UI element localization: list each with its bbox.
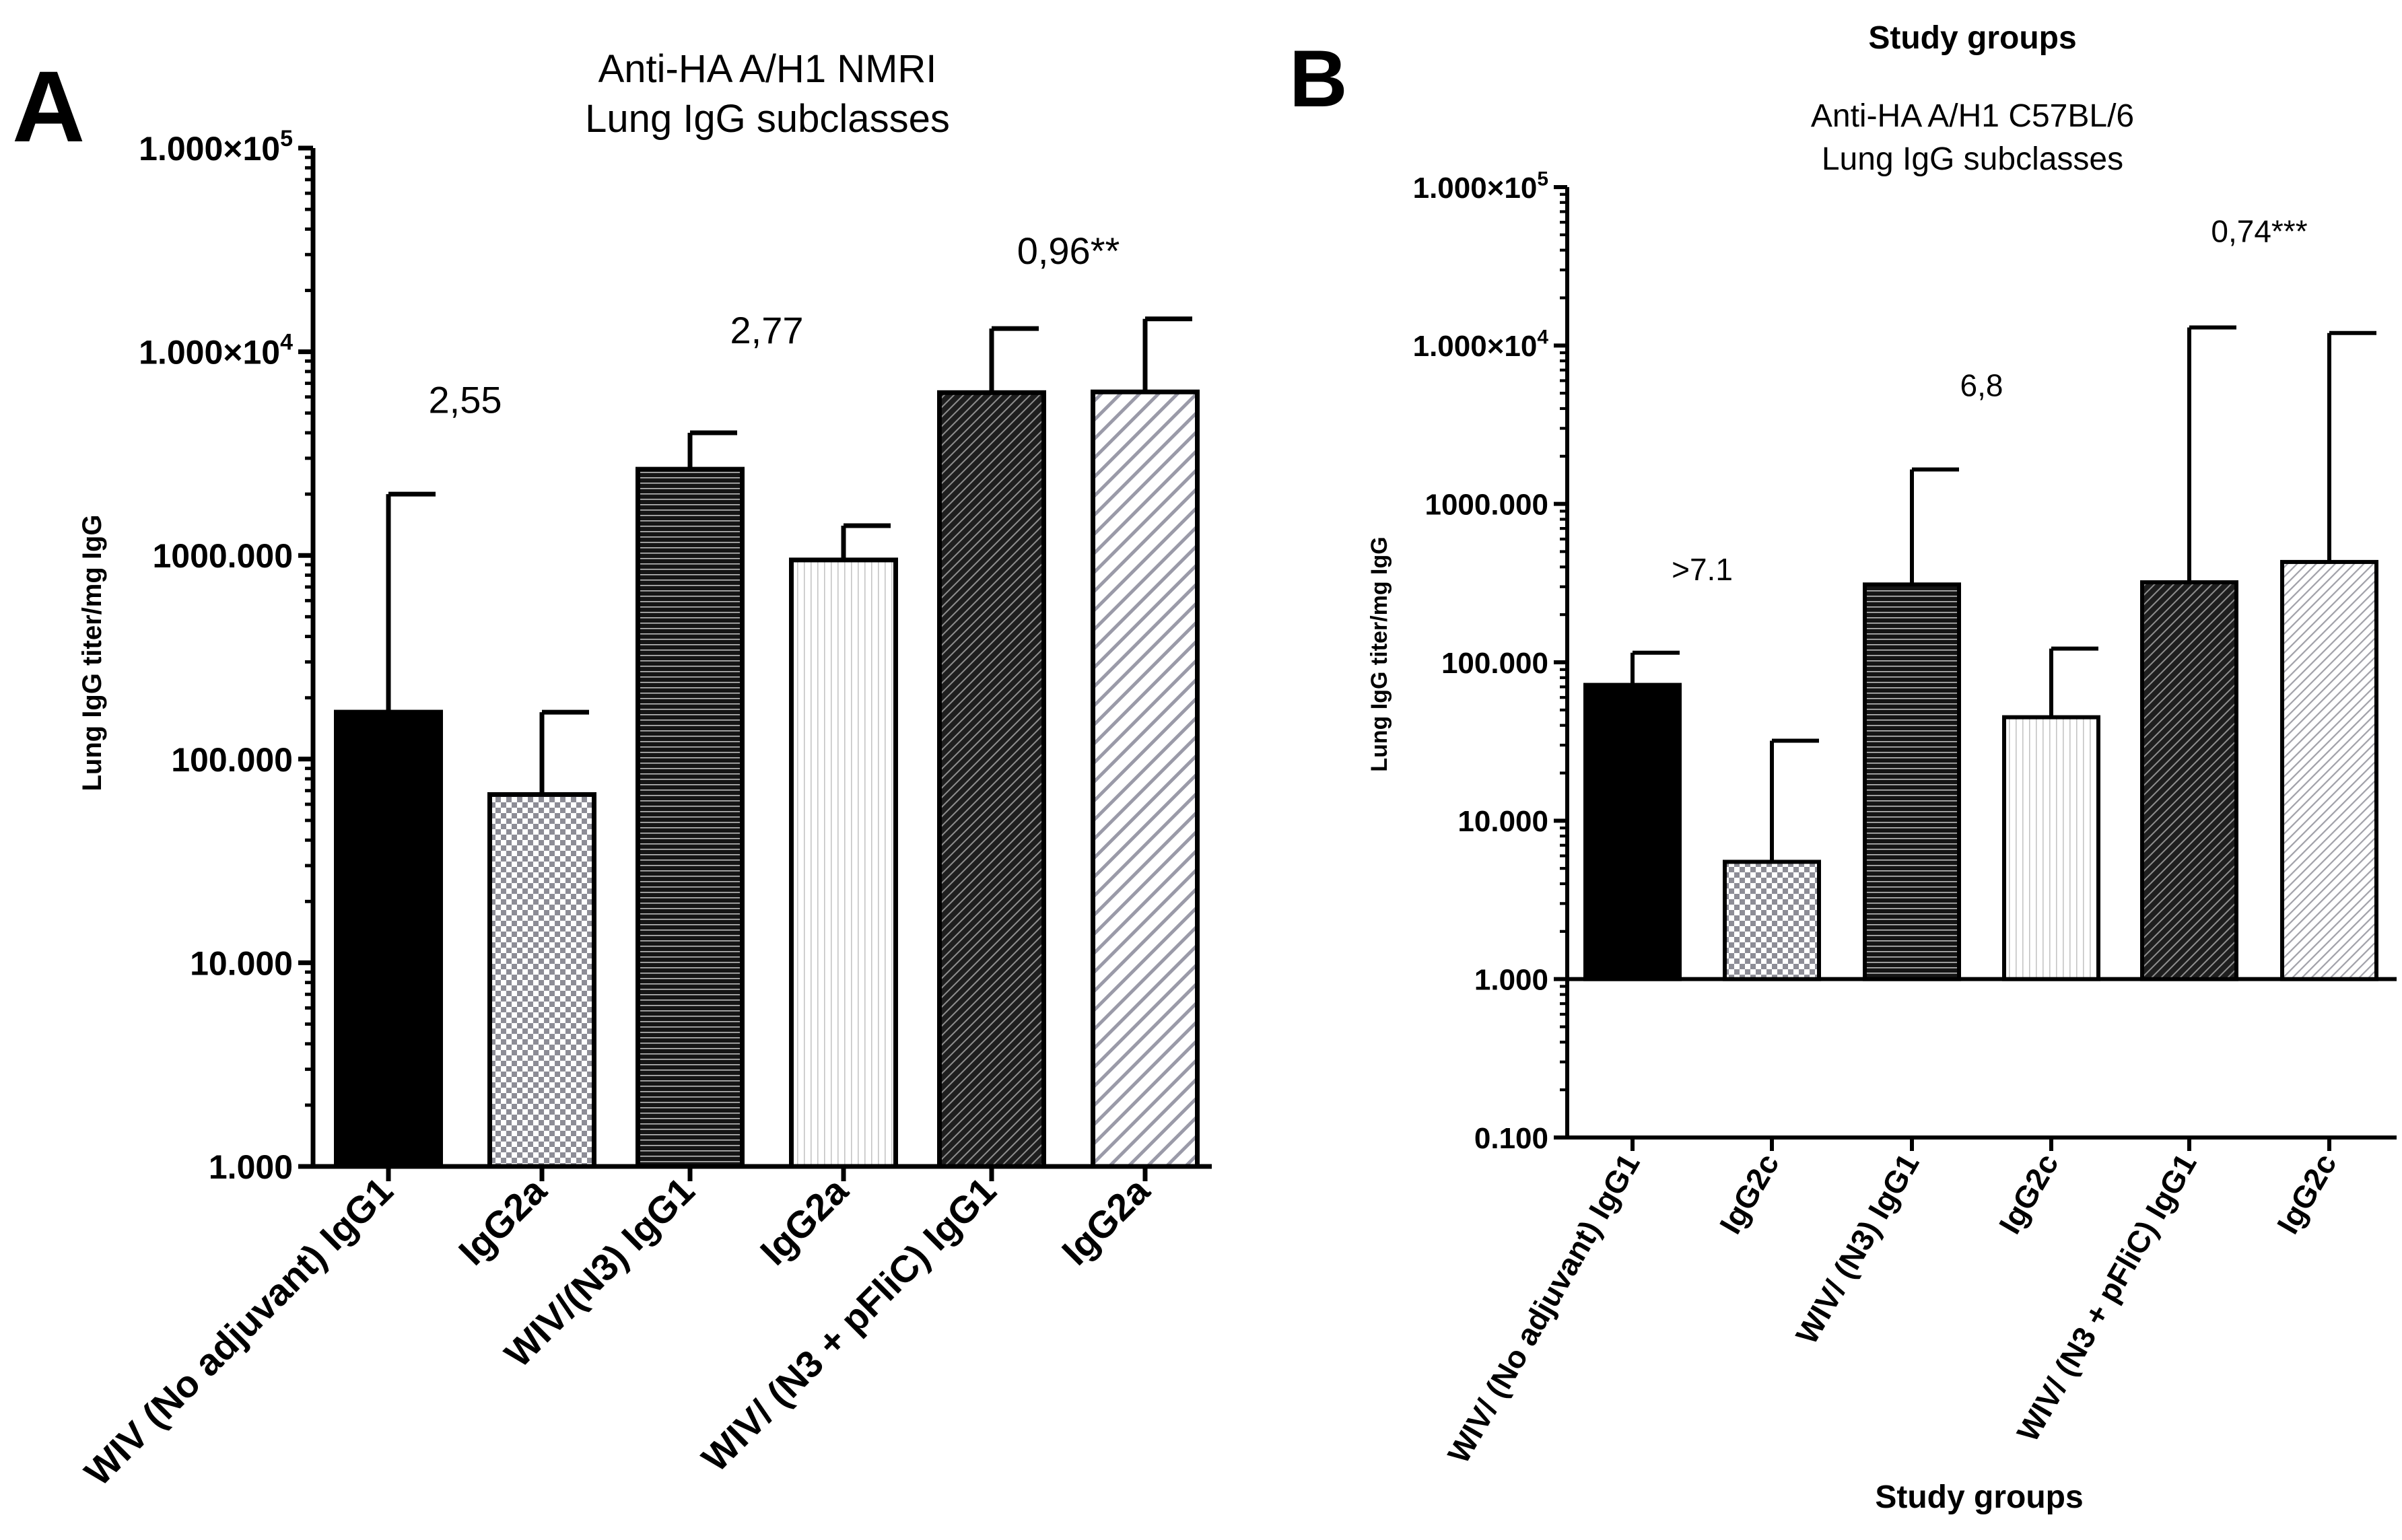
bar-1 — [334, 709, 443, 1169]
panel-b-xlabel: Study groups — [1875, 1479, 2083, 1515]
bar-3 — [636, 466, 745, 1169]
significance-annotation: 0,96** — [1017, 230, 1120, 272]
y-tick-label: 1.000 — [209, 1148, 293, 1186]
y-tick-label: 10.000 — [1457, 805, 1548, 838]
x-tick-label: IgG2c — [1713, 1148, 1786, 1240]
x-tick-label: WIV/ (N3) IgG1 — [1789, 1148, 1925, 1350]
y-tick-label: 1.000×104 — [139, 330, 293, 372]
y-tick-label: 1.000×105 — [1413, 168, 1548, 204]
panel-b-heading: Study groups — [1868, 20, 2076, 56]
significance-annotation: 2,77 — [730, 309, 804, 351]
panel-b-ylabel: Lung IgG titer/mg IgG — [1367, 536, 1392, 771]
bar-6 — [1091, 389, 1200, 1169]
bar-3 — [1863, 582, 1961, 981]
x-tick-label: IgG2c — [2270, 1148, 2343, 1240]
significance-annotation: 6,8 — [1960, 368, 2003, 403]
x-tick-label: IgG2a — [1054, 1168, 1158, 1273]
panel-a: A Anti-HA A/H1 NMRI Lung IgG subclasses … — [12, 47, 1212, 1494]
bar-5 — [2140, 580, 2238, 981]
bar-2 — [487, 792, 596, 1169]
x-tick-label: IgG2a — [752, 1168, 856, 1273]
y-tick-label: 1.000×105 — [139, 126, 293, 168]
x-tick-label: WIV (No adjuvant) IgG1 — [76, 1169, 401, 1494]
y-tick-label: 1000.000 — [1425, 489, 1548, 522]
y-tick-label: 1.000×104 — [1413, 326, 1549, 363]
bar-5 — [937, 390, 1046, 1169]
panel-a-label: A — [12, 50, 85, 163]
panel-b-title: Anti-HA A/H1 C57BL/6 — [1811, 98, 2134, 134]
bar-6 — [2280, 559, 2378, 981]
y-tick-label: 100.000 — [1441, 647, 1548, 680]
panel-a-bars: 2,55 2,77 0,96** — [334, 230, 1200, 1169]
panel-b-label: B — [1289, 34, 1348, 124]
x-tick-label: WIV/ (N3 + pFliC) IgG1 — [693, 1169, 1004, 1479]
bar-4 — [789, 557, 898, 1169]
significance-annotation: 2,55 — [429, 379, 502, 421]
panel-a-subtitle: Lung IgG subclasses — [585, 97, 950, 141]
y-tick-label: 100.000 — [171, 741, 293, 779]
bar-2 — [1723, 860, 1821, 981]
panel-a-title: Anti-HA A/H1 NMRI — [598, 47, 937, 91]
y-tick-label: 10.000 — [190, 944, 293, 982]
significance-annotation: 0,74*** — [2211, 214, 2307, 249]
y-tick-label: 1000.000 — [152, 537, 293, 575]
x-tick-label: IgG2c — [1992, 1148, 2065, 1240]
panel-b: B Study groups Anti-HA A/H1 C57BL/6 Lung… — [1289, 20, 2397, 1515]
bar-4 — [2002, 715, 2100, 981]
significance-annotation: >7.1 — [1672, 552, 1733, 587]
panel-b-bars: >7.1 6,8 0,74*** — [1583, 214, 2378, 981]
bar-1 — [1583, 682, 1682, 981]
panel-a-ylabel: Lung IgG titer/mg IgG — [77, 514, 107, 791]
x-tick-label: WIV/ (No adjuvant) IgG1 — [1441, 1148, 1647, 1469]
panel-b-subtitle: Lung IgG subclasses — [1822, 141, 2123, 177]
y-tick-label: 0.100 — [1474, 1122, 1548, 1155]
x-tick-label: IgG2a — [450, 1168, 555, 1273]
y-tick-label: 1.000 — [1474, 964, 1548, 997]
